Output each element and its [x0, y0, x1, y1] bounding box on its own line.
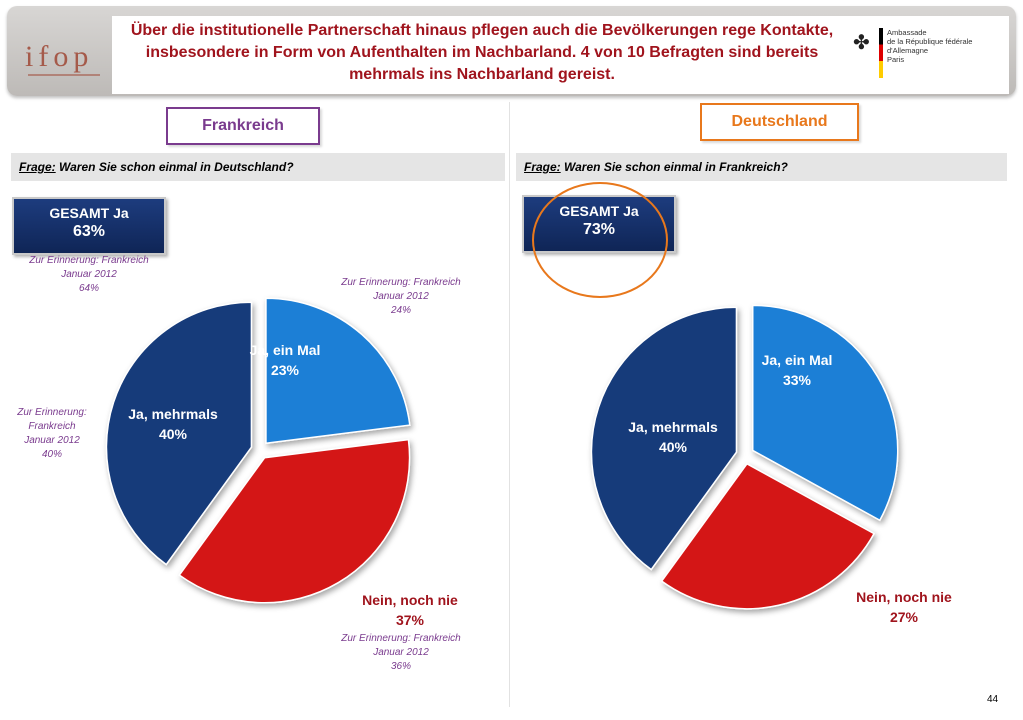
slice-label-left-mehrmals: Ja, mehrmals 40% — [118, 404, 228, 444]
highlight-circle — [532, 182, 668, 298]
ifop-logo: ifop — [25, 40, 94, 73]
slice-name: Nein, noch nie — [362, 592, 458, 608]
slice-name: Ja, mehrmals — [128, 406, 218, 422]
country-label-deutschland: Deutschland — [700, 103, 859, 141]
slice-value: 33% — [782, 372, 812, 388]
pie-slice-ja-ein-mal — [751, 304, 899, 522]
reminder-note-ein-mal: Zur Erinnerung: Frankreich Januar 2012 2… — [325, 276, 477, 318]
gesamt-box-left: GESAMT Ja 63% — [12, 197, 166, 255]
note-line: 24% — [390, 305, 411, 316]
note-line: Januar 2012 — [373, 291, 429, 302]
question-text: Waren Sie schon einmal in Deutschland? — [55, 160, 294, 174]
reminder-note-mehrmals: Zur Erinnerung: Frankreich Januar 2012 4… — [2, 406, 102, 462]
slice-value: 27% — [889, 609, 919, 625]
slice-label-left-nein: Nein, noch nie 37% — [340, 590, 480, 630]
slice-label-right-ein-mal: Ja, ein Mal 33% — [752, 350, 842, 390]
pie-slice-nein-noch-nie — [660, 462, 876, 610]
note-line: Januar 2012 — [24, 435, 80, 446]
note-line: Januar 2012 — [61, 269, 117, 280]
note-line: 64% — [78, 283, 99, 294]
note-line: Frankreich — [28, 421, 76, 432]
header-panel — [112, 16, 1009, 94]
note-line: Zur Erinnerung: Frankreich — [341, 277, 461, 288]
pie-slice-ja-ein-mal — [265, 297, 411, 445]
header-bar: ifop Über die institutionelle Partnersch… — [7, 6, 1016, 96]
reminder-note-gesamt: Zur Erinnerung: Frankreich Januar 2012 6… — [14, 254, 164, 296]
country-label-frankreich: Frankreich — [166, 107, 320, 145]
note-line: Zur Erinnerung: — [17, 407, 87, 418]
embassy-line: de la République fédérale d'Allemagne — [887, 37, 973, 55]
note-line: 40% — [41, 449, 62, 460]
note-line: Zur Erinnerung: Frankreich — [29, 255, 149, 266]
slice-value: 23% — [270, 362, 300, 378]
pie-slice-ja-mehrmals — [105, 301, 253, 566]
embassy-logo: ✤ Ambassade de la République fédérale d'… — [853, 28, 1013, 80]
embassy-line: Paris — [887, 55, 905, 64]
column-divider — [509, 102, 510, 707]
pie-slice-ja-mehrmals — [590, 306, 738, 571]
embassy-line: Ambassade — [887, 28, 927, 37]
reminder-note-nein: Zur Erinnerung: Frankreich Januar 2012 3… — [325, 632, 477, 674]
note-line: Zur Erinnerung: Frankreich — [341, 633, 461, 644]
eagle-icon: ✤ — [853, 32, 870, 54]
slice-value: 40% — [158, 426, 188, 442]
page-title: Über die institutionelle Partnerschaft h… — [130, 22, 834, 83]
slice-name: Ja, mehrmals — [628, 419, 718, 435]
logo-underline — [28, 74, 100, 76]
question-label: Frage: — [19, 160, 56, 174]
slice-value: 40% — [658, 439, 688, 455]
page-number: 44 — [987, 694, 999, 705]
pie-slice-nein-noch-nie — [178, 438, 411, 604]
question-right: Frage: Waren Sie schon einmal in Frankre… — [516, 153, 1007, 181]
slice-name: Ja, ein Mal — [249, 342, 321, 358]
note-line: Januar 2012 — [373, 647, 429, 658]
gesamt-label: GESAMT Ja — [49, 205, 129, 221]
question-left: Frage: Waren Sie schon einmal in Deutsch… — [11, 153, 505, 181]
slice-label-right-mehrmals: Ja, mehrmals 40% — [616, 417, 730, 457]
question-text: Waren Sie schon einmal in Frankreich? — [560, 160, 788, 174]
gesamt-value: 63% — [72, 223, 106, 240]
slice-label-left-ein-mal: Ja, ein Mal 23% — [240, 340, 330, 380]
slice-name: Ja, ein Mal — [761, 352, 833, 368]
german-flag-icon — [879, 28, 883, 78]
slice-name: Nein, noch nie — [856, 589, 952, 605]
note-line: 36% — [390, 661, 411, 672]
question-label: Frage: — [524, 160, 561, 174]
embassy-text: Ambassade de la République fédérale d'Al… — [887, 28, 1012, 64]
slice-value: 37% — [395, 612, 425, 628]
slice-label-right-nein: Nein, noch nie 27% — [834, 587, 974, 627]
